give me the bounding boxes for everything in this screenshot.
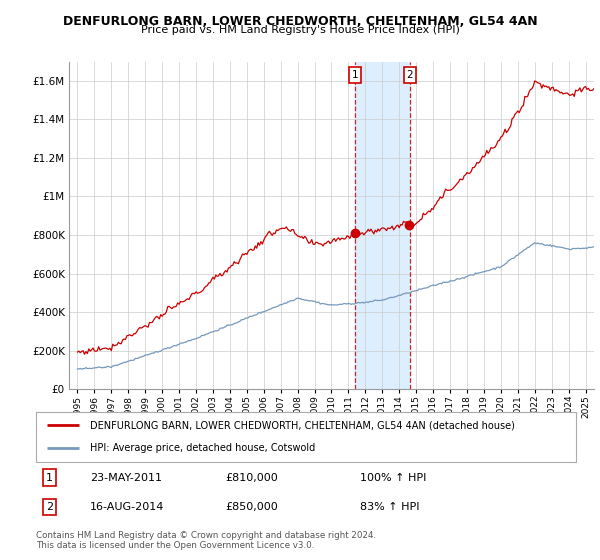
- Text: 1: 1: [46, 473, 53, 483]
- Text: 16-AUG-2014: 16-AUG-2014: [90, 502, 164, 512]
- Text: 100% ↑ HPI: 100% ↑ HPI: [360, 473, 427, 483]
- Text: £810,000: £810,000: [225, 473, 278, 483]
- Text: DENFURLONG BARN, LOWER CHEDWORTH, CHELTENHAM, GL54 4AN (detached house): DENFURLONG BARN, LOWER CHEDWORTH, CHELTE…: [90, 420, 515, 430]
- Text: 2: 2: [46, 502, 53, 512]
- Text: 1: 1: [352, 70, 358, 80]
- Text: Price paid vs. HM Land Registry's House Price Index (HPI): Price paid vs. HM Land Registry's House …: [140, 25, 460, 35]
- Text: 83% ↑ HPI: 83% ↑ HPI: [360, 502, 419, 512]
- Bar: [355, 62, 410, 389]
- Text: This data is licensed under the Open Government Licence v3.0.: This data is licensed under the Open Gov…: [36, 541, 314, 550]
- Text: 23-MAY-2011: 23-MAY-2011: [90, 473, 162, 483]
- Text: HPI: Average price, detached house, Cotswold: HPI: Average price, detached house, Cots…: [90, 444, 315, 454]
- Text: 2: 2: [406, 70, 413, 80]
- Text: Contains HM Land Registry data © Crown copyright and database right 2024.: Contains HM Land Registry data © Crown c…: [36, 531, 376, 540]
- Text: DENFURLONG BARN, LOWER CHEDWORTH, CHELTENHAM, GL54 4AN: DENFURLONG BARN, LOWER CHEDWORTH, CHELTE…: [62, 15, 538, 27]
- Text: £850,000: £850,000: [225, 502, 278, 512]
